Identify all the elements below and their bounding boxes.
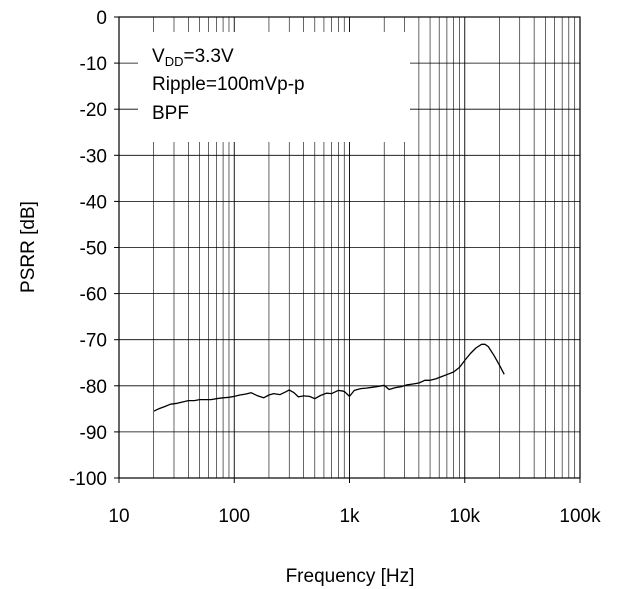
x-tick-label: 100 — [218, 506, 250, 527]
x-tick-label: 1k — [339, 506, 360, 527]
y-tick-label: -70 — [80, 331, 107, 352]
y-tick-label: -60 — [80, 285, 107, 306]
y-axis-ticks: 0 -10 -20 -30 -40 -50 -60 -70 -80 -90 -100 — [69, 8, 119, 490]
annotation-ripple: Ripple=100mVp-p — [152, 74, 305, 95]
x-axis-label: Frequency [Hz] — [286, 566, 415, 587]
y-tick-label: -30 — [80, 146, 107, 167]
series-layer — [153, 343, 505, 412]
series-line — [153, 343, 505, 412]
x-axis-ticks: 10 100 1k 10k 100k — [108, 478, 601, 527]
y-tick-label: -50 — [80, 239, 107, 260]
x-tick-label: 100k — [559, 506, 601, 527]
annotation-filter: BPF — [152, 103, 189, 124]
annotation-vdd: VDD=3.3V — [152, 46, 234, 69]
y-axis-label: PSRR [dB] — [18, 201, 39, 293]
y-tick-label: -80 — [80, 377, 107, 398]
annotation-background — [138, 32, 410, 142]
y-tick-label: -90 — [80, 423, 107, 444]
y-tick-label: -10 — [80, 54, 107, 75]
y-tick-label: 0 — [96, 8, 107, 29]
x-tick-label: 10k — [449, 506, 480, 527]
y-tick-label: -20 — [80, 100, 107, 121]
y-tick-label: -40 — [80, 192, 107, 213]
y-tick-label: -100 — [69, 469, 107, 490]
chart-annotation: VDD=3.3V Ripple=100mVp-p BPF — [138, 32, 410, 142]
x-tick-label: 10 — [108, 506, 129, 527]
